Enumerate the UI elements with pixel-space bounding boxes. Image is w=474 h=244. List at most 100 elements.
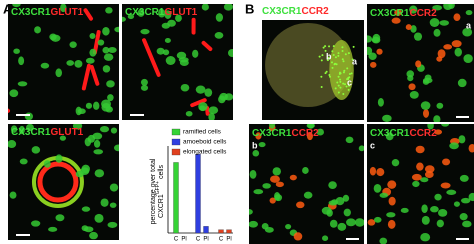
cell xyxy=(94,169,105,178)
cell xyxy=(55,214,65,222)
micrograph xyxy=(262,20,364,120)
image-label: CX3CR1CCR2 xyxy=(370,128,437,139)
cell xyxy=(358,145,364,152)
cell xyxy=(434,193,442,201)
cell xyxy=(409,5,418,14)
cell xyxy=(18,56,25,66)
vessel xyxy=(89,64,100,86)
cell xyxy=(185,110,193,117)
cell xyxy=(342,71,345,74)
vessel xyxy=(201,40,213,52)
cell xyxy=(93,139,101,148)
cell xyxy=(446,189,457,195)
cell xyxy=(327,56,330,59)
cell xyxy=(102,26,110,36)
cell xyxy=(255,132,262,140)
cell xyxy=(72,124,83,130)
micrograph-background xyxy=(8,4,119,120)
cell xyxy=(269,197,276,204)
cell xyxy=(102,46,110,54)
micrograph-background xyxy=(8,124,119,240)
cell xyxy=(59,135,67,141)
cell xyxy=(218,95,226,104)
image-tag: c xyxy=(370,140,375,150)
cell xyxy=(19,158,28,165)
cell xyxy=(331,199,339,205)
cell xyxy=(468,144,474,153)
cell xyxy=(335,196,345,206)
cell xyxy=(75,170,84,178)
cell xyxy=(329,219,338,228)
cell xyxy=(107,47,117,54)
cell xyxy=(302,166,309,174)
cell xyxy=(89,48,97,57)
cell xyxy=(306,132,313,141)
image-tag: b xyxy=(252,140,258,150)
cell xyxy=(137,9,145,17)
cell xyxy=(69,41,77,48)
cell xyxy=(55,68,63,78)
cell xyxy=(9,89,19,98)
cell xyxy=(339,80,342,83)
cell xyxy=(386,212,396,218)
cell xyxy=(424,165,435,174)
cell xyxy=(387,180,397,189)
cell xyxy=(458,135,466,144)
cell xyxy=(342,93,345,96)
cell xyxy=(348,72,351,75)
cell xyxy=(103,53,114,61)
cell xyxy=(342,194,350,202)
cell xyxy=(373,184,382,193)
micrograph xyxy=(249,124,364,244)
target-label: GLUT1 xyxy=(50,127,83,138)
image-label: CX3CR1GLUT1 xyxy=(11,7,84,18)
cell xyxy=(320,59,323,62)
cell xyxy=(318,55,321,58)
cell xyxy=(223,4,233,11)
region-label: c xyxy=(347,77,352,87)
cell xyxy=(416,162,424,171)
cell xyxy=(140,84,149,91)
cell xyxy=(379,237,388,244)
cell xyxy=(321,54,324,57)
cell xyxy=(462,220,472,228)
cell xyxy=(328,181,337,190)
cell xyxy=(324,49,327,52)
cell xyxy=(376,48,383,55)
cell xyxy=(427,124,434,130)
image-label: CX3CR1GLUT1 xyxy=(125,7,198,18)
target-label: CCR2 xyxy=(409,128,437,139)
cell xyxy=(289,174,297,181)
cell xyxy=(432,5,443,11)
cell xyxy=(208,112,215,120)
cell xyxy=(354,218,364,227)
cell xyxy=(424,171,434,179)
panel-label: B xyxy=(245,1,254,16)
image-label: CX3CR1CCR2 xyxy=(370,8,437,19)
cell xyxy=(462,27,473,37)
cell xyxy=(463,54,473,64)
x-tick-label: Pl xyxy=(226,237,231,243)
cell xyxy=(94,213,104,223)
cell xyxy=(347,77,350,80)
marker-label: CX3CR1 xyxy=(252,128,292,139)
cell xyxy=(92,132,103,140)
cell xyxy=(31,146,41,154)
image-label: CX3CR1CCR2 xyxy=(262,6,329,17)
cell xyxy=(8,140,17,149)
legend-swatch xyxy=(171,128,181,136)
cell xyxy=(331,66,334,69)
marker-label: CX3CR1 xyxy=(125,7,165,18)
x-tick-label: C xyxy=(219,237,224,243)
bar xyxy=(226,229,232,234)
cell xyxy=(346,218,356,227)
legend-label: elongated cells xyxy=(183,149,227,156)
cell xyxy=(175,14,182,22)
cell xyxy=(195,85,206,94)
image-tag: a xyxy=(466,20,472,30)
cell xyxy=(214,32,224,39)
cell xyxy=(109,202,117,208)
cell xyxy=(201,4,209,11)
cell xyxy=(326,59,329,62)
